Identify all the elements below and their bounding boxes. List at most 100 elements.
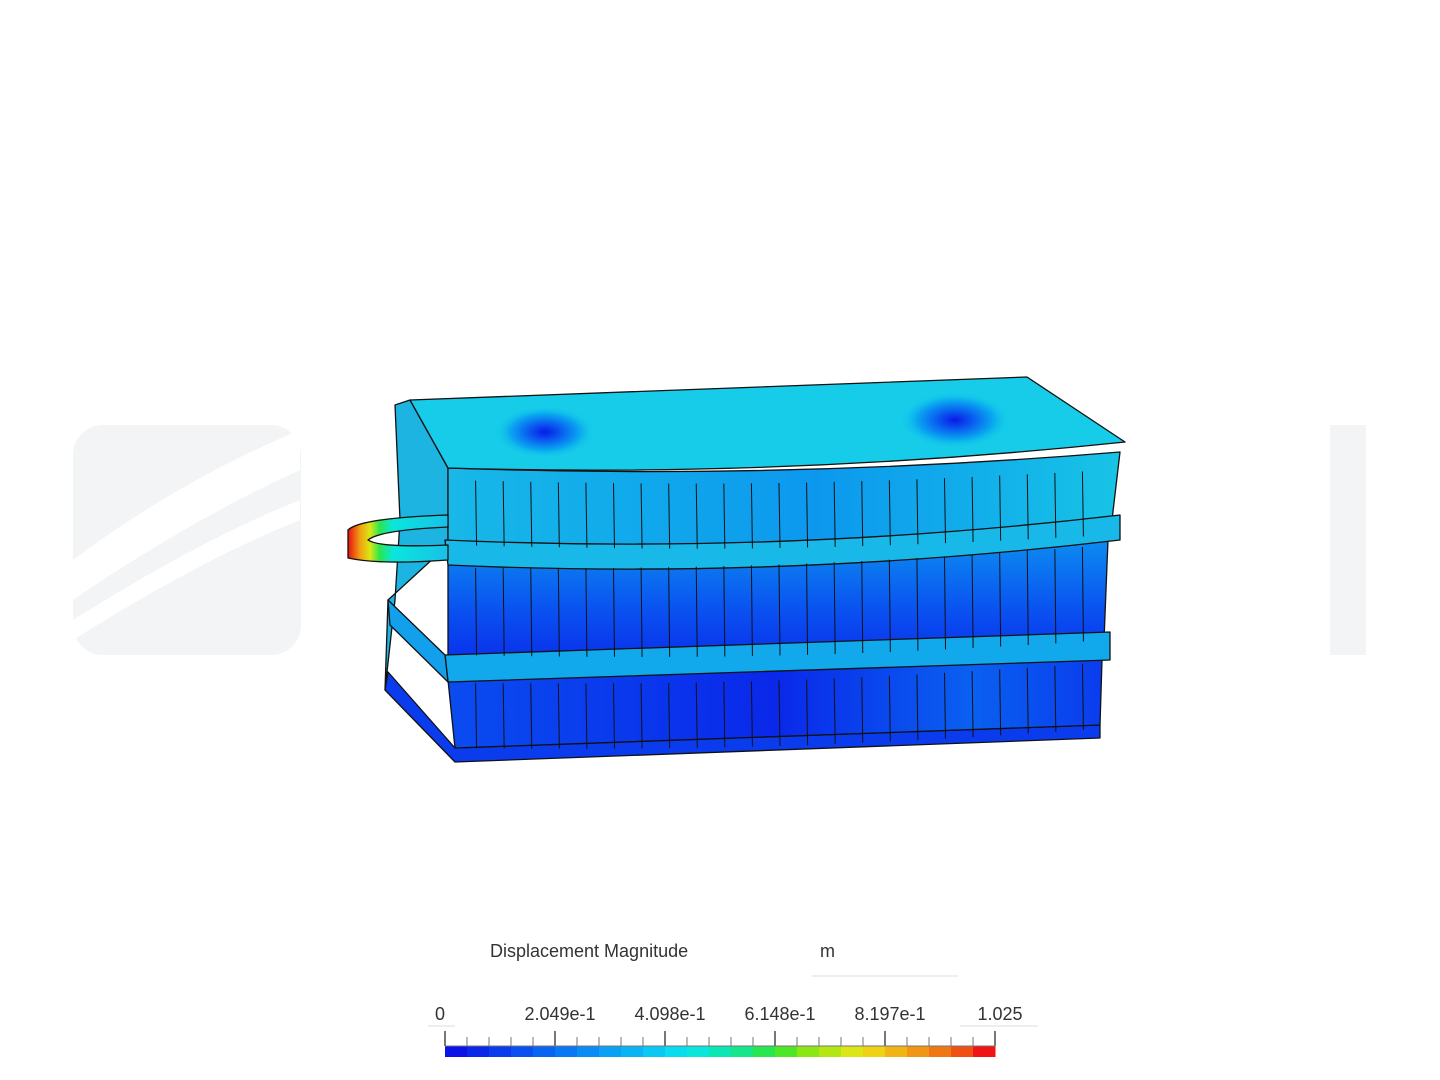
tick-label: 2.049e-1 <box>524 1004 595 1024</box>
slat-line <box>944 556 946 650</box>
slat-line <box>1026 474 1029 540</box>
color-band <box>709 1046 732 1057</box>
tick-label: 8.197e-1 <box>854 1004 925 1024</box>
slat-line <box>833 562 836 654</box>
slat-line <box>916 558 919 651</box>
color-band <box>885 1046 908 1057</box>
color-band <box>467 1046 490 1057</box>
slat-line <box>475 683 478 749</box>
slat-line <box>723 483 726 549</box>
color-band <box>665 1046 688 1057</box>
slat-line <box>944 478 946 544</box>
color-band <box>973 1046 996 1057</box>
tick-label: 0 <box>435 1004 445 1024</box>
slat-line <box>888 675 891 742</box>
slat-line <box>695 483 698 549</box>
slat-line <box>640 483 643 549</box>
tick-label: 1.025 <box>977 1004 1022 1024</box>
slat-line <box>806 482 809 548</box>
slat-line <box>750 565 753 657</box>
color-band <box>621 1046 644 1057</box>
slat-line <box>916 479 919 545</box>
legend-unit: m <box>820 941 835 961</box>
color-band <box>753 1046 776 1057</box>
slat-line <box>1081 546 1084 642</box>
color-band <box>775 1046 798 1057</box>
slat-line <box>695 682 698 748</box>
slat-line <box>530 481 533 547</box>
slat-line <box>971 671 974 738</box>
slat-line <box>557 683 560 749</box>
slat-line <box>613 567 615 657</box>
slat-line <box>530 683 533 749</box>
slat-line <box>475 480 478 546</box>
color-band <box>797 1046 820 1057</box>
slat-line <box>806 679 809 746</box>
slat-line <box>557 482 560 548</box>
slat-line <box>1026 667 1029 734</box>
slat-line <box>1081 471 1084 537</box>
slat-line <box>723 566 726 657</box>
color-band <box>929 1046 952 1057</box>
legend-title: Displacement Magnitude <box>490 941 688 961</box>
color-band <box>731 1046 754 1057</box>
slat-line <box>668 483 671 549</box>
slat-line <box>861 677 864 743</box>
slat-line <box>916 674 919 741</box>
slat-line <box>778 482 781 549</box>
color-band <box>643 1046 666 1057</box>
slat-line <box>1081 663 1084 730</box>
slat-line <box>1054 665 1057 732</box>
color-band <box>511 1046 534 1057</box>
slat-line <box>778 680 781 747</box>
slat-line <box>999 552 1002 647</box>
slat-line <box>723 681 726 748</box>
slat-line <box>999 669 1002 736</box>
color-band <box>555 1046 578 1057</box>
legend: Displacement Magnitude m 0 2.049e-1 4.098e… <box>428 941 1038 1057</box>
slat-line <box>750 483 753 549</box>
slat-line <box>833 678 836 745</box>
slat-line <box>557 568 560 657</box>
slat-line <box>971 554 974 649</box>
slat-line <box>861 561 864 654</box>
slat-line <box>585 482 588 548</box>
color-band <box>489 1046 512 1057</box>
color-band <box>687 1046 710 1057</box>
color-band <box>951 1046 974 1057</box>
slat-line <box>640 567 643 657</box>
slat-line <box>668 567 671 657</box>
slat-line <box>502 481 505 547</box>
slat-line <box>806 563 809 655</box>
color-band <box>577 1046 600 1057</box>
watermark <box>73 425 1366 655</box>
color-band <box>533 1046 556 1057</box>
tick-label: 6.148e-1 <box>744 1004 815 1024</box>
slat-line <box>475 568 478 656</box>
slat-line <box>585 568 588 657</box>
color-band <box>819 1046 842 1057</box>
slat-line <box>502 683 505 749</box>
slat-line <box>695 566 698 657</box>
slat-line <box>613 683 615 749</box>
slat-line <box>944 672 946 739</box>
slat-line <box>585 683 588 749</box>
slat-line <box>999 475 1002 541</box>
tick-label: 4.098e-1 <box>634 1004 705 1024</box>
slat-line <box>888 559 891 652</box>
slat-line <box>888 480 891 546</box>
color-band <box>841 1046 864 1057</box>
slat-line <box>833 481 836 547</box>
slat-line <box>1054 548 1057 644</box>
slat-line <box>971 476 974 542</box>
slat-line <box>778 564 781 656</box>
slat-line <box>861 481 864 547</box>
slat-line <box>502 568 505 656</box>
slat-line <box>530 568 533 657</box>
model <box>347 376 1126 763</box>
color-band <box>599 1046 622 1057</box>
slat-line <box>1054 472 1057 538</box>
slat-line <box>613 483 615 549</box>
color-band <box>907 1046 930 1057</box>
